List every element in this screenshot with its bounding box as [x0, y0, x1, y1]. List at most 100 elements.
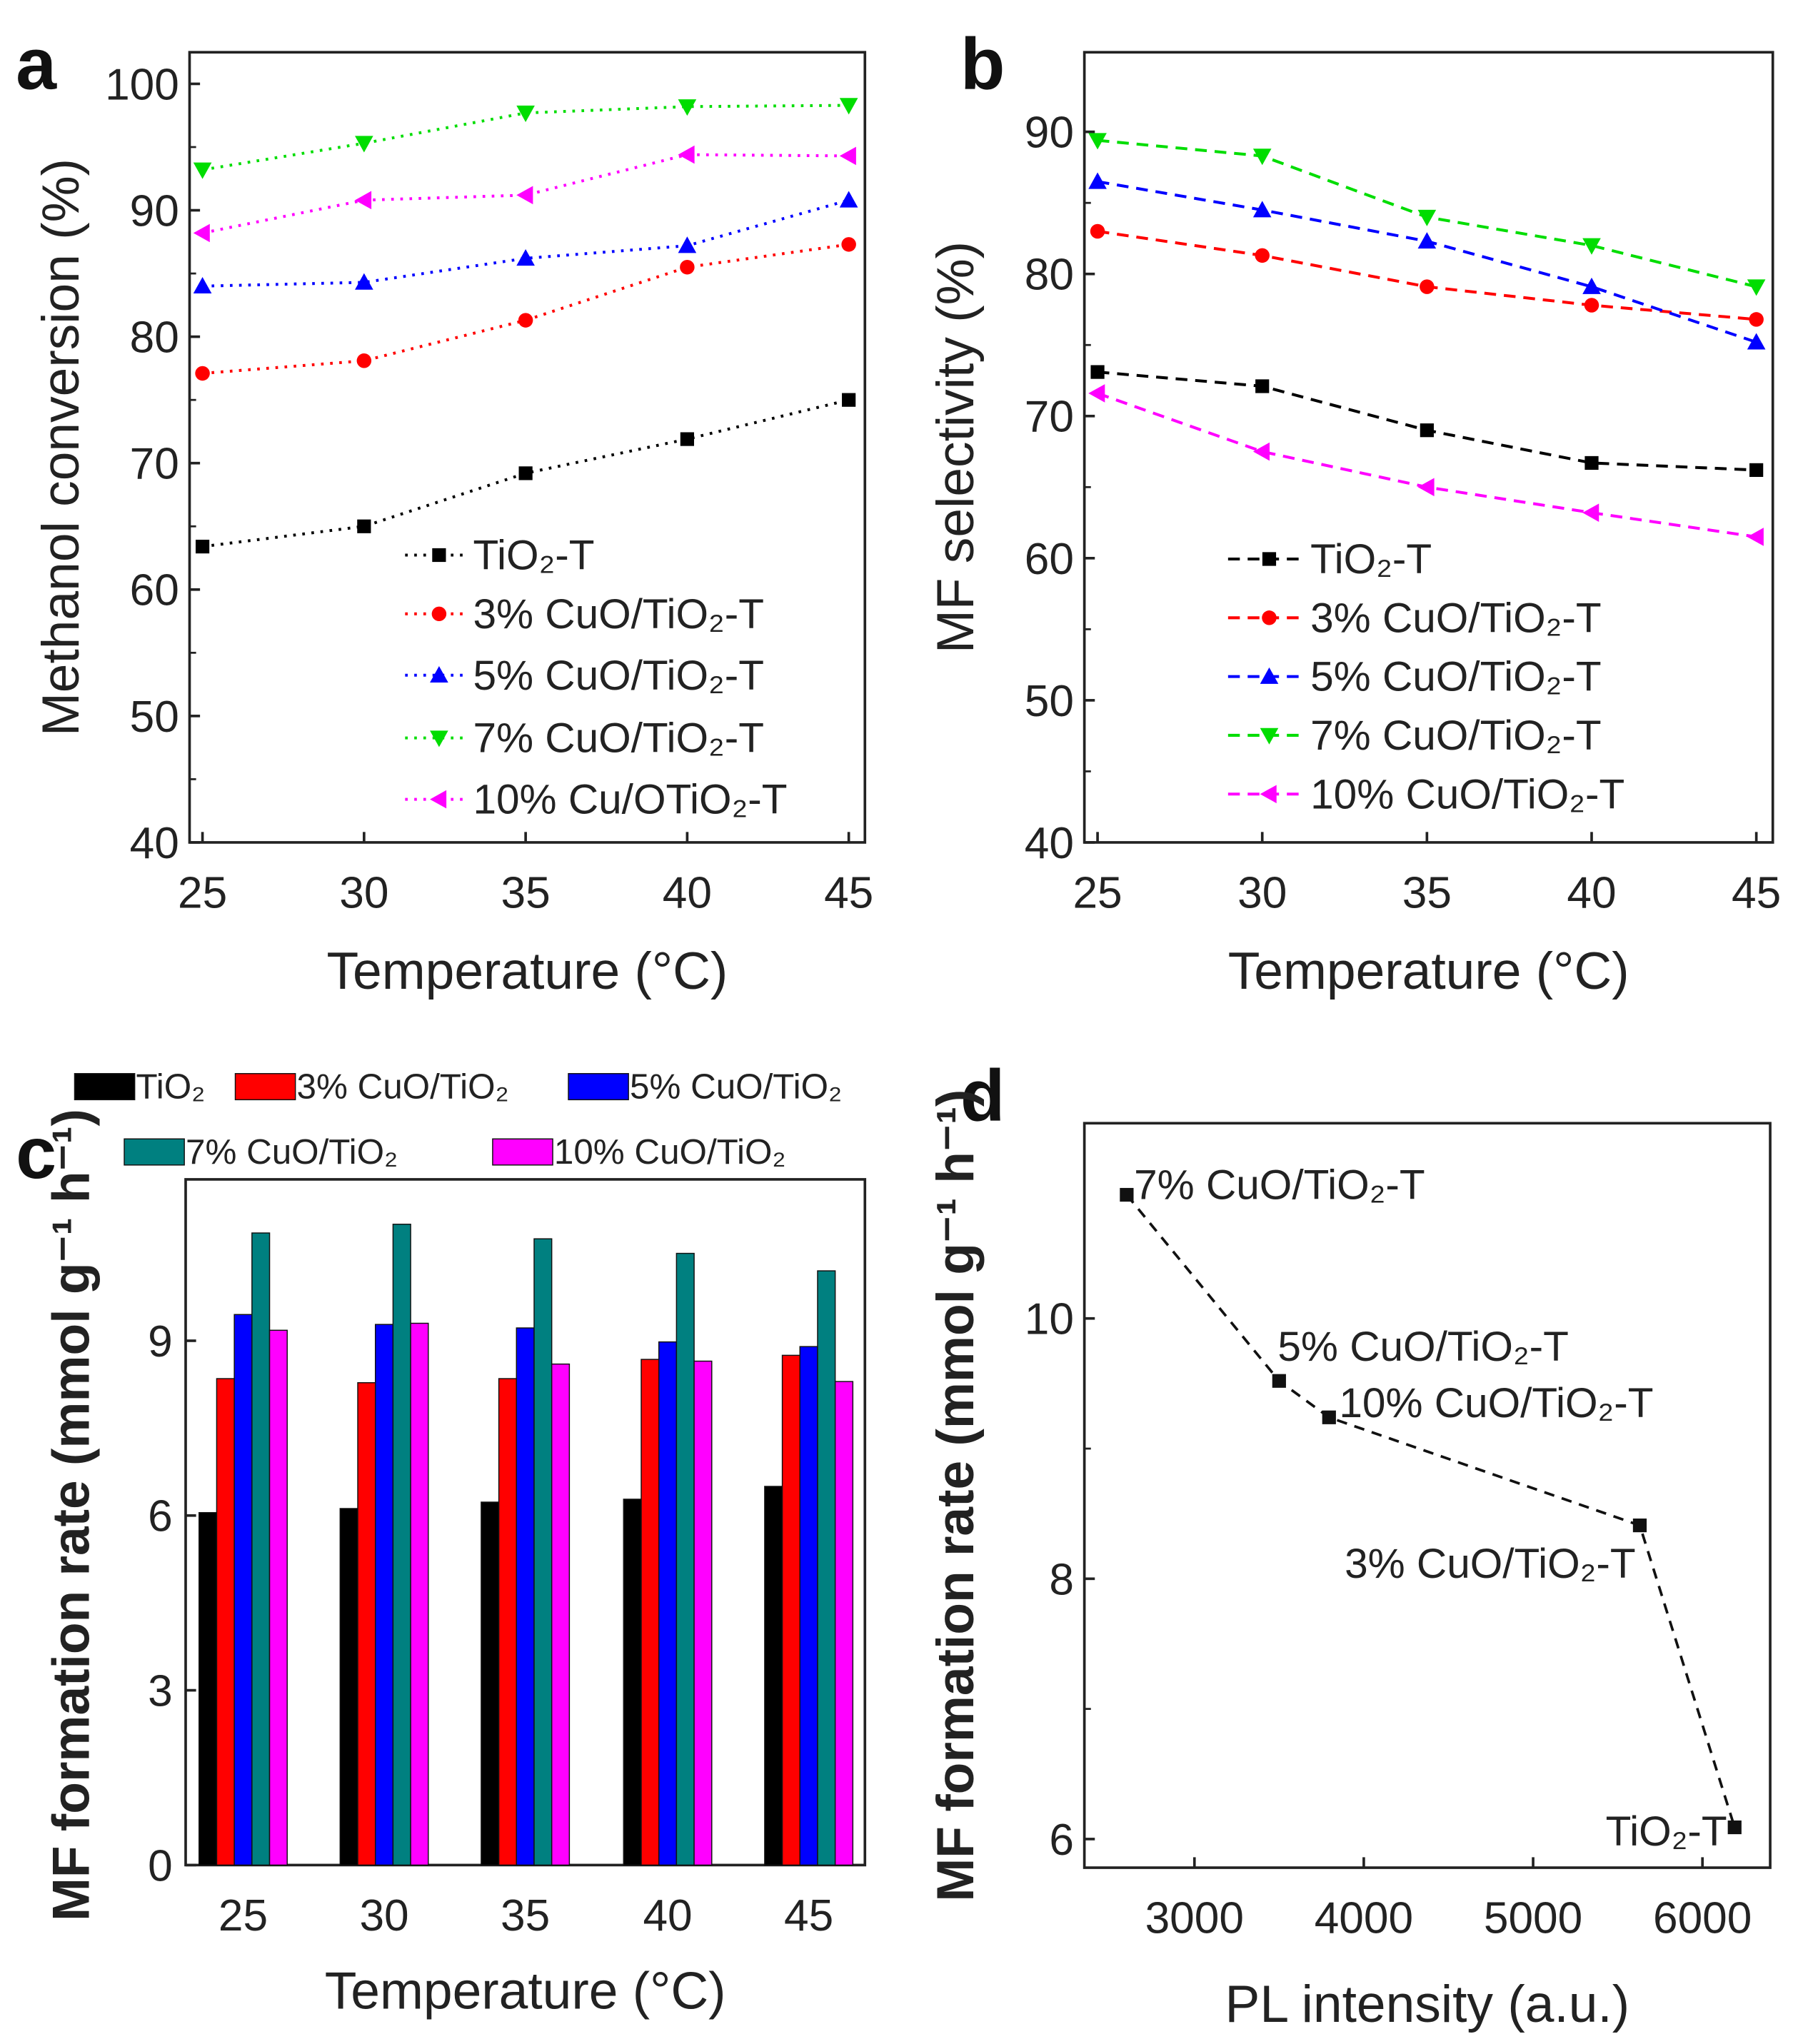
y-tick-label: 70	[1025, 393, 1074, 442]
data-point	[1252, 148, 1272, 166]
bar	[799, 1346, 818, 1866]
data-point	[839, 98, 858, 115]
point-label: 5% CuO/TiO₂-T	[1277, 1324, 1569, 1370]
bar	[623, 1499, 642, 1866]
y-tick-label: 80	[1025, 251, 1074, 300]
panel-label-c: c	[16, 1112, 56, 1194]
bar	[233, 1314, 253, 1866]
series-line-0	[1097, 371, 1757, 472]
data-point	[516, 105, 535, 122]
x-tick-label: 45	[1732, 868, 1781, 917]
x-tick-label: 40	[663, 868, 712, 917]
y-tick-label: 60	[130, 566, 179, 615]
x-tick-label: 45	[784, 1891, 833, 1940]
data-point	[355, 136, 373, 153]
legend-marker	[431, 606, 447, 622]
point-label: 7% CuO/TiO₂-T	[1134, 1162, 1425, 1208]
bar	[551, 1363, 571, 1866]
y-axis-label: MF formation rate (mmol g⁻¹ h⁻¹)	[926, 1089, 985, 1902]
data-point	[678, 236, 697, 253]
y-tick-label: 90	[1025, 109, 1074, 158]
legend-label: TiO₂-T	[473, 533, 594, 579]
legend-label: TiO₂	[136, 1067, 205, 1107]
data-point	[1747, 528, 1764, 546]
legend-label: 10% CuO/TiO₂-T	[1310, 771, 1624, 817]
data-point	[1272, 1374, 1286, 1388]
data-point	[357, 519, 371, 533]
data-point	[356, 353, 372, 368]
y-tick-label: 6	[1049, 1816, 1074, 1865]
bar	[658, 1341, 678, 1866]
series-line-4	[202, 153, 849, 235]
x-tick-label: 35	[1402, 868, 1452, 917]
x-tick-label: 25	[178, 868, 227, 917]
point-label: 3% CuO/TiO₂-T	[1345, 1541, 1636, 1587]
plot-frame-b	[1083, 51, 1774, 844]
y-axis-label: Methanol conversion (%)	[31, 158, 90, 736]
data-point	[1582, 277, 1601, 294]
legend-label: 7% CuO/TiO₂-T	[473, 715, 764, 762]
y-axis-label: MF selectivity (%)	[926, 241, 985, 653]
bar	[216, 1378, 235, 1866]
data-point	[1088, 384, 1105, 403]
x-tick-label: 40	[643, 1891, 692, 1940]
y-tick-label: 90	[130, 186, 179, 236]
legend-label: 7% CuO/TiO₂	[186, 1132, 398, 1172]
panel-label-a: a	[16, 22, 57, 104]
y-tick-label: 6	[148, 1492, 173, 1541]
panel-label-d: d	[960, 1054, 1005, 1137]
y-tick-label: 10	[1025, 1295, 1074, 1344]
data-point	[1584, 298, 1599, 313]
y-axis-label: MF formation rate (mmol g⁻¹ h⁻¹)	[42, 1109, 101, 1921]
data-point	[1120, 1187, 1134, 1202]
x-tick-label: 35	[501, 1891, 550, 1940]
legend-label: 5% CuO/TiO₂-T	[473, 653, 764, 699]
y-tick-label: 50	[130, 693, 179, 742]
data-point	[518, 313, 533, 328]
data-point	[1582, 503, 1599, 522]
legend-label: 3% CuO/TiO₂-T	[1310, 595, 1602, 641]
legend-label: 10% CuO/TiO₂	[554, 1132, 786, 1172]
bar	[498, 1378, 518, 1866]
legend-marker	[1260, 728, 1279, 745]
data-point	[516, 249, 535, 266]
data-point	[1417, 209, 1437, 226]
bar	[676, 1252, 695, 1866]
x-tick-label: 35	[501, 868, 551, 917]
legend-marker	[1260, 667, 1279, 684]
bar	[481, 1501, 500, 1866]
y-tick-label: 8	[1049, 1555, 1074, 1604]
y-tick-label: 9	[148, 1317, 173, 1366]
data-point	[193, 162, 212, 179]
plot-frame-d	[1083, 1122, 1772, 1869]
data-point	[193, 276, 212, 294]
x-tick-label: 3000	[1145, 1894, 1244, 1943]
y-tick-label: 3	[148, 1667, 173, 1716]
x-axis-label: PL intensity (a.u.)	[1225, 1975, 1630, 2033]
legend-label: 7% CuO/TiO₂-T	[1310, 713, 1602, 759]
bar	[817, 1270, 836, 1866]
data-point	[842, 393, 856, 407]
legend-swatch	[492, 1138, 553, 1166]
legend-label: 3% CuO/TiO₂	[296, 1067, 508, 1107]
y-tick-label: 40	[130, 819, 179, 868]
data-point	[1252, 442, 1270, 461]
x-tick-label: 40	[1567, 868, 1616, 917]
data-point	[1727, 1820, 1742, 1835]
data-point	[1255, 379, 1270, 393]
data-point	[195, 366, 210, 381]
bar	[339, 1508, 358, 1866]
data-point	[1417, 232, 1437, 249]
x-axis-label: Temperature (°C)	[325, 1962, 726, 2020]
legend-label: TiO₂-T	[1310, 536, 1432, 583]
data-point	[1417, 478, 1435, 497]
x-tick-label: 45	[824, 868, 873, 917]
bar	[834, 1381, 854, 1866]
x-axis-label: Temperature (°C)	[1228, 942, 1629, 1000]
bar	[410, 1322, 429, 1866]
trend-line	[1125, 1194, 1736, 1828]
legend-marker	[1262, 552, 1277, 566]
data-point	[516, 186, 533, 205]
legend-marker	[430, 790, 447, 809]
legend-swatch	[74, 1073, 136, 1101]
